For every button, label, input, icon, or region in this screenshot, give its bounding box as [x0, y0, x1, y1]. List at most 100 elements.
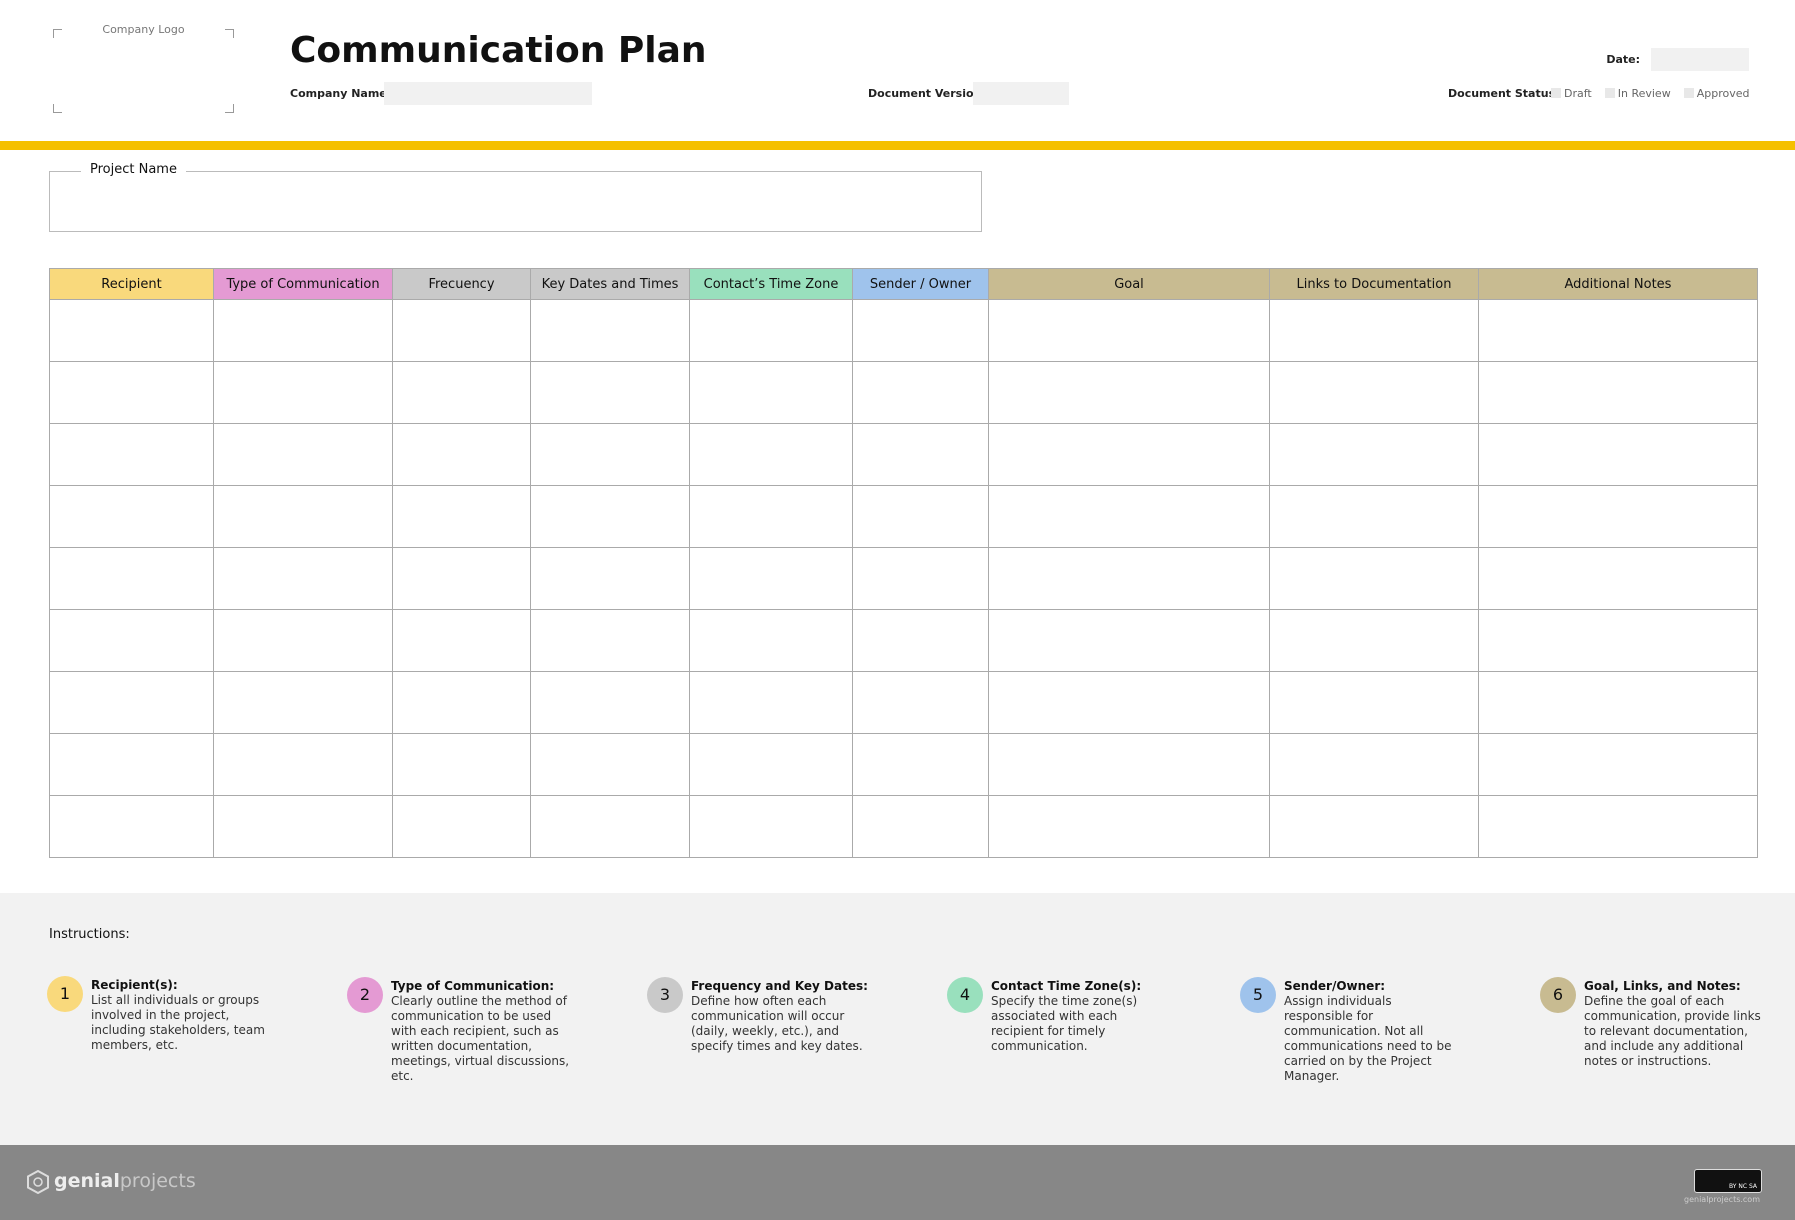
table-cell[interactable]: [689, 361, 853, 424]
step: Type of Communication: Clearly outline th…: [391, 979, 571, 1084]
table-cell[interactable]: [1269, 485, 1479, 548]
table-cell[interactable]: [852, 423, 989, 486]
status-checkbox[interactable]: [1604, 88, 1615, 98]
table-cell[interactable]: [852, 547, 989, 610]
table-cell[interactable]: [852, 671, 989, 734]
brand-light: projects: [119, 1170, 196, 1192]
column-header: Sender / Owner: [852, 268, 989, 300]
table-cell[interactable]: [988, 609, 1270, 672]
document-version-input[interactable]: [973, 82, 1069, 105]
table-cell[interactable]: [392, 361, 531, 424]
table-cell[interactable]: [1478, 733, 1758, 796]
table-cell[interactable]: [689, 733, 853, 796]
table-cell[interactable]: [213, 547, 393, 610]
table-cell[interactable]: [988, 733, 1270, 796]
table-cell[interactable]: [392, 547, 531, 610]
column-header: Goal: [988, 268, 1270, 300]
table-cell[interactable]: [213, 423, 393, 486]
status-checkbox[interactable]: [1551, 88, 1561, 98]
table-cell[interactable]: [1269, 299, 1479, 362]
table-cell[interactable]: [852, 299, 989, 362]
table-cell[interactable]: [392, 733, 531, 796]
table-cell[interactable]: [49, 795, 214, 858]
table-cell[interactable]: [213, 795, 393, 858]
table-cell[interactable]: [988, 795, 1270, 858]
table-cell[interactable]: [213, 671, 393, 734]
table-cell[interactable]: [392, 423, 531, 486]
table-cell[interactable]: [392, 299, 531, 362]
step-number: 6: [1540, 977, 1576, 1013]
table-cell[interactable]: [988, 671, 1270, 734]
table-cell[interactable]: [852, 485, 989, 548]
table-cell[interactable]: [1478, 547, 1758, 610]
table-cell[interactable]: [1269, 423, 1479, 486]
table-cell[interactable]: [852, 609, 989, 672]
table-cell[interactable]: [1269, 361, 1479, 424]
table-cell[interactable]: [689, 671, 853, 734]
table-cell[interactable]: [1478, 423, 1758, 486]
table-cell[interactable]: [530, 733, 690, 796]
table-cell[interactable]: [392, 671, 531, 734]
table-cell[interactable]: [530, 361, 690, 424]
table-cell[interactable]: [49, 733, 214, 796]
table-cell[interactable]: [530, 795, 690, 858]
table-cell[interactable]: [852, 733, 989, 796]
table-cell[interactable]: [213, 299, 393, 362]
table-cell[interactable]: [852, 361, 989, 424]
table-cell[interactable]: [49, 671, 214, 734]
table-cell[interactable]: [689, 795, 853, 858]
table-cell[interactable]: [988, 299, 1270, 362]
table-cell[interactable]: [1269, 547, 1479, 610]
table-cell[interactable]: [213, 485, 393, 548]
step-heading: Goal, Links, and Notes:: [1584, 979, 1741, 993]
table-cell[interactable]: [1478, 361, 1758, 424]
table-cell[interactable]: [530, 547, 690, 610]
table-cell[interactable]: [530, 299, 690, 362]
table-cell[interactable]: [530, 485, 690, 548]
company-name-label: Company Name:: [290, 87, 392, 100]
table-cell[interactable]: [213, 733, 393, 796]
table-row: [49, 733, 1758, 796]
table-cell[interactable]: [1478, 795, 1758, 858]
table-cell[interactable]: [689, 547, 853, 610]
table-cell[interactable]: [1269, 671, 1479, 734]
project-name-box[interactable]: [49, 171, 982, 232]
table-cell[interactable]: [49, 423, 214, 486]
status-checkbox[interactable]: [1683, 88, 1694, 98]
table-cell[interactable]: [988, 361, 1270, 424]
table-cell[interactable]: [392, 485, 531, 548]
table-cell[interactable]: [49, 361, 214, 424]
table-cell[interactable]: [1269, 609, 1479, 672]
plan-table: Recipient Type of Communication Frecuency K…: [49, 268, 1758, 858]
table-cell[interactable]: [689, 485, 853, 548]
table-cell[interactable]: [49, 547, 214, 610]
table-cell[interactable]: [852, 795, 989, 858]
table-cell[interactable]: [530, 609, 690, 672]
table-cell[interactable]: [49, 609, 214, 672]
table-cell[interactable]: [530, 671, 690, 734]
table-row: [49, 671, 1758, 734]
table-cell[interactable]: [988, 547, 1270, 610]
table-cell[interactable]: [49, 485, 214, 548]
table-cell[interactable]: [1478, 299, 1758, 362]
table-cell[interactable]: [213, 609, 393, 672]
project-name-label: Project Name: [81, 162, 186, 177]
table-cell[interactable]: [213, 361, 393, 424]
table-cell[interactable]: [988, 485, 1270, 548]
table-cell[interactable]: [49, 299, 214, 362]
table-cell[interactable]: [392, 609, 531, 672]
table-cell[interactable]: [689, 609, 853, 672]
table-cell[interactable]: [988, 423, 1270, 486]
table-cell[interactable]: [1478, 485, 1758, 548]
table-cell[interactable]: [1478, 609, 1758, 672]
table-cell[interactable]: [689, 299, 853, 362]
table-cell[interactable]: [530, 423, 690, 486]
table-cell[interactable]: [392, 795, 531, 858]
table-cell[interactable]: [1478, 671, 1758, 734]
table-cell[interactable]: [689, 423, 853, 486]
date-input[interactable]: [1651, 48, 1749, 71]
table-cell[interactable]: [1269, 733, 1479, 796]
company-name-input[interactable]: [384, 82, 592, 105]
table-cell[interactable]: [1269, 795, 1479, 858]
